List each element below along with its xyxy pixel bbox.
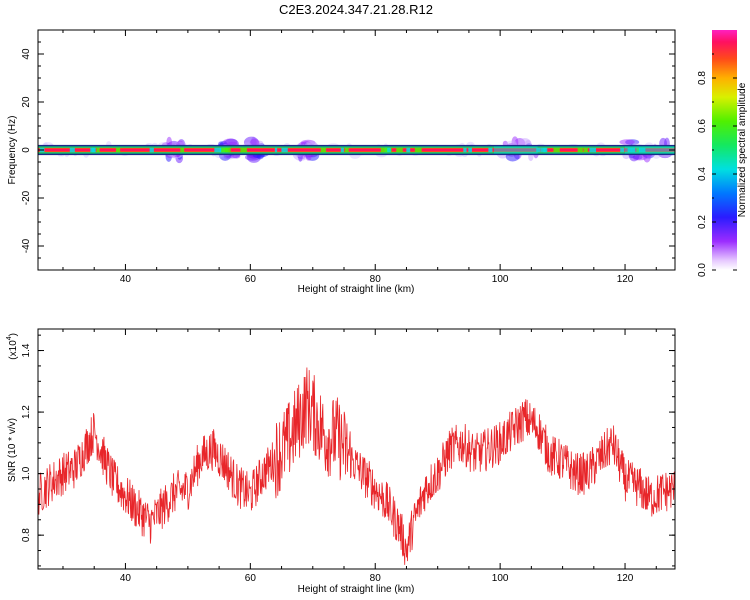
spec-ytick-label: 40 [21, 48, 32, 60]
spec-xtick-label: 120 [617, 274, 634, 285]
spec-ytick-label: -20 [21, 190, 32, 205]
spectrogram-xlabel: Height of straight line (km) [298, 284, 415, 295]
snr-ytick-label: 1.4 [21, 343, 32, 357]
band-patch [536, 147, 541, 153]
figure-title: C2E3.2024.347.21.28.R12 [279, 2, 433, 17]
snr-ylabel: SNR (10 * v/v) [7, 418, 18, 482]
spec-ytick-label: 0 [21, 147, 32, 153]
multiplier-base: (x10 [8, 340, 19, 360]
band-patch [96, 147, 100, 153]
band-patch [274, 147, 278, 153]
svg-text:(x104): (x104) [6, 333, 19, 360]
snr-panel: 40 60 80 100 120 0.8 1.0 1.2 1.4 Height of strai… [6, 328, 676, 595]
band-patch [380, 147, 388, 153]
cb-tick-label: 0.2 [697, 215, 708, 229]
cb-tick-label: 0.6 [697, 119, 708, 133]
spec-xtick-label: 40 [120, 274, 132, 285]
spec-ytick-label: -40 [21, 238, 32, 253]
band-patch [149, 147, 154, 153]
band-dense-1 [625, 146, 675, 154]
band-patch [540, 147, 546, 153]
colorbar-ticks: 0.0 0.2 0.4 0.6 0.8 [697, 53, 737, 277]
cb-tick-label: 0.0 [697, 263, 708, 277]
band-dense-0 [493, 146, 538, 154]
snr-xtick-label: 60 [245, 573, 257, 584]
snr-ytick-label: 1.2 [21, 405, 32, 419]
snr-xtick-label: 120 [617, 573, 634, 584]
band-patch [384, 147, 391, 153]
spectrogram-ticks: 40 60 80 100 120 40 20 0 -20 -40 [21, 29, 675, 285]
band-patch [577, 147, 583, 153]
snr-line [38, 367, 675, 565]
cb-tick-label: 0.8 [697, 71, 708, 85]
band-patch [281, 147, 288, 153]
band-patch [225, 147, 231, 153]
snr-multiplier: (x104) [6, 333, 19, 360]
spectrogram-ylabel: Frequency (Hz) [7, 116, 18, 185]
band-spread-0 [166, 136, 172, 148]
band-patch [553, 147, 560, 153]
snr-xtick-label: 80 [370, 573, 382, 584]
band-patch [488, 147, 493, 153]
colorbar-gradient [712, 30, 737, 270]
band-patch [115, 147, 121, 153]
snr-ytick-label: 1.0 [21, 466, 32, 480]
band-patch [463, 147, 467, 153]
cb-tick-label: 0.4 [697, 167, 708, 181]
colorbar: 0.0 0.2 0.4 0.6 0.8 Normalized spectral ampl… [697, 30, 748, 277]
band-patch [221, 147, 228, 153]
snr-frame [37, 328, 676, 570]
band-patch [180, 147, 185, 153]
snr-ticks: 40 60 80 100 120 0.8 1.0 1.2 1.4 [21, 329, 675, 584]
snr-ytick-label: 0.8 [21, 528, 32, 542]
band-patch [396, 147, 403, 153]
snr-series [38, 367, 675, 565]
band-patch [543, 147, 548, 153]
band-center [38, 148, 675, 152]
spec-xtick-label: 100 [492, 274, 509, 285]
band-patch [583, 147, 588, 153]
band-patch [214, 147, 222, 153]
band-patch [406, 147, 411, 153]
band-patch [589, 147, 597, 153]
band-patch [414, 147, 422, 153]
frequency-band [38, 136, 675, 164]
band-patch [620, 147, 625, 153]
band-patch [240, 147, 247, 153]
snr-xtick-label: 40 [120, 573, 132, 584]
multiplier-close: ) [8, 333, 19, 336]
band-patch [340, 147, 344, 153]
band-patch [468, 147, 472, 153]
spectrogram-panel: 40 60 80 100 120 40 20 0 -20 -40 Height of straig… [7, 29, 676, 295]
snr-xlabel: Height of straight line (km) [298, 584, 415, 595]
band-patch [90, 147, 95, 153]
band-patch [320, 147, 327, 153]
spec-xtick-label: 80 [370, 274, 382, 285]
band-spread-5 [619, 139, 635, 145]
band-patch [69, 147, 75, 153]
spec-xtick-label: 60 [245, 274, 257, 285]
band-patch [344, 147, 349, 153]
spec-ytick-label: 20 [21, 96, 32, 108]
colorbar-label: Normalized spectral amplitude [737, 82, 748, 217]
snr-xtick-label: 100 [492, 573, 509, 584]
multiplier-exp: 4 [6, 336, 13, 340]
